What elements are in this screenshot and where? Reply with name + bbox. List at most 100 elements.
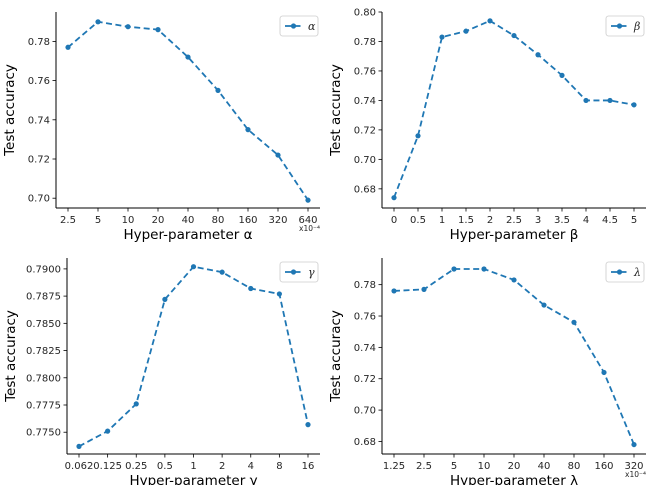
x-tick-label: 1 (190, 461, 196, 472)
x-tick-label: 5 (451, 461, 457, 472)
data-point (391, 288, 397, 294)
y-tick-label: 0.7850 (26, 319, 61, 330)
x-tick-label: 8 (276, 461, 282, 472)
x-tick-label: 40 (182, 215, 195, 226)
x-tick-label: 320 (624, 461, 643, 472)
data-point (511, 277, 517, 283)
legend-marker (616, 23, 623, 29)
data-point (219, 269, 225, 275)
data-point (95, 19, 101, 25)
y-tick-label: 0.7775 (26, 401, 61, 412)
y-tick-label: 0.76 (354, 312, 376, 323)
x-tick-label: 5 (95, 215, 101, 226)
data-point (215, 87, 221, 93)
y-tick-label: 0.68 (354, 437, 376, 448)
data-point (583, 97, 589, 104)
x-tick-label: 0.5 (157, 461, 173, 472)
data-point (535, 52, 541, 58)
x-offset-text: x10⁻⁴ (625, 470, 646, 479)
data-point (571, 319, 577, 325)
x-tick-label: 80 (568, 461, 581, 472)
x-tick-label: 4.5 (602, 215, 618, 226)
x-tick-label: 1 (439, 215, 445, 226)
legend-label: β (633, 20, 640, 33)
y-tick-label: 0.78 (354, 37, 376, 48)
series-line (67, 20, 309, 201)
data-point (559, 72, 565, 78)
x-tick-label: 20 (152, 215, 165, 226)
data-point (275, 152, 281, 158)
y-axis-label: Test accuracy (3, 310, 19, 403)
x-tick-label: 0.125 (93, 461, 122, 472)
legend-marker (290, 23, 297, 29)
data-point (415, 133, 421, 139)
x-tick-label: 1.5 (458, 215, 474, 226)
x-tick-label: 0 (391, 215, 397, 226)
data-point (451, 266, 457, 272)
data-point (276, 291, 282, 297)
x-tick-label: 80 (212, 215, 225, 226)
data-point (155, 27, 161, 33)
x-tick-label: 160 (238, 215, 257, 226)
x-tick-label: 4 (583, 215, 589, 226)
legend-marker (290, 269, 297, 275)
x-tick-label: 160 (594, 461, 613, 472)
x-tick-label: 2.5 (60, 215, 76, 226)
x-tick-label: 320 (268, 215, 287, 226)
y-tick-label: 0.7750 (26, 428, 61, 439)
y-tick-label: 0.70 (354, 406, 376, 417)
series-line (393, 19, 635, 199)
y-tick-label: 0.70 (28, 194, 50, 205)
x-axis-label: Hyper-parameter α (123, 227, 252, 243)
chart-panel-3: 0.7750 0.7775 0.7800 0.7825 0.7850 0.7875 0.79… (3, 258, 320, 485)
data-point (125, 24, 131, 30)
data-point (245, 127, 251, 133)
y-tick-label: 0.74 (354, 343, 376, 354)
x-tick-label: 3 (535, 215, 541, 226)
data-point (631, 441, 637, 448)
x-tick-label: 0.062 (65, 461, 94, 472)
x-tick-label: 0.5 (410, 215, 426, 226)
x-tick-label: 0.25 (125, 461, 147, 472)
data-point (248, 285, 254, 292)
y-tick-label: 0.72 (28, 155, 50, 166)
y-tick-label: 0.74 (354, 96, 376, 107)
data-point (162, 296, 168, 302)
x-axis-label: Hyper-parameter γ (129, 473, 257, 485)
data-point (481, 266, 487, 272)
data-point (601, 369, 607, 376)
x-tick-label: 40 (538, 461, 551, 472)
x-offset-text: x10⁻⁴ (299, 224, 320, 233)
y-tick-label: 0.76 (354, 66, 376, 77)
x-tick-label: 10 (478, 461, 491, 472)
x-tick-label: 5 (631, 215, 637, 226)
legend-label: λ (633, 266, 641, 279)
x-axis-label: Hyper-parameter β (450, 227, 579, 243)
y-tick-label: 0.7900 (26, 264, 61, 275)
x-tick-label: 2.5 (416, 461, 432, 472)
data-point (76, 443, 82, 449)
y-tick-label: 0.80 (354, 8, 376, 19)
y-axis-label: Test accuracy (328, 310, 344, 403)
data-point (305, 197, 311, 203)
data-point (463, 28, 469, 34)
y-axis-label: Test accuracy (328, 64, 344, 157)
x-tick-label: 2.5 (506, 215, 522, 226)
x-tick-label: 2 (219, 461, 225, 472)
x-tick-label: 640 (298, 215, 317, 226)
chart-panel-1: 0.70 0.72 0.74 0.76 0.78 2.5 5 10 20 40 80 160 320 64… (2, 12, 320, 243)
y-tick-label: 0.76 (28, 76, 50, 87)
legend-label: α (308, 20, 316, 33)
data-point (305, 422, 311, 428)
data-point (105, 428, 111, 434)
x-tick-label: 20 (508, 461, 521, 472)
chart-panel-4: 0.68 0.70 0.72 0.74 0.76 0.78 1.25 2.5 5 10 20 40 80… (328, 258, 646, 485)
legend-marker (616, 269, 623, 275)
data-point (487, 18, 493, 24)
data-point (133, 401, 139, 407)
x-tick-label: 16 (302, 461, 315, 472)
y-tick-label: 0.7875 (26, 292, 61, 303)
series-line (393, 268, 635, 445)
y-axis-label: Test accuracy (2, 64, 18, 157)
